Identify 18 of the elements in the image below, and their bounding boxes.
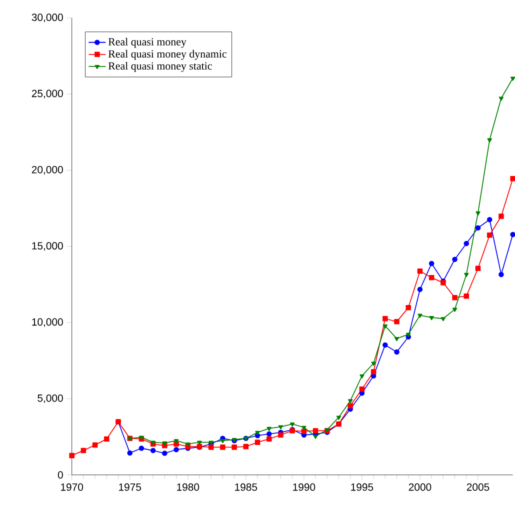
x-tick-label: 1995 bbox=[351, 484, 374, 491]
x-tick-label: 2005 bbox=[466, 484, 490, 491]
x-tick-label: 1975 bbox=[119, 484, 142, 491]
x-tick-label: 1970 bbox=[61, 484, 84, 491]
y-tick-label: 5,000 bbox=[38, 394, 63, 404]
y-tick-label: 15,000 bbox=[32, 242, 63, 251]
x-tick-label: 1985 bbox=[235, 484, 258, 491]
y-tick-label: 0 bbox=[58, 471, 63, 479]
legend-label: Real quasi money static bbox=[108, 62, 212, 72]
y-tick-label: 30,000 bbox=[32, 14, 63, 22]
x-tick-label: 2000 bbox=[408, 484, 432, 491]
y-tick-label: 20,000 bbox=[32, 166, 63, 175]
legend-label: Real quasi money dynamic bbox=[108, 50, 226, 60]
y-tick-label: 25,000 bbox=[32, 90, 63, 99]
x-tick-label: 1980 bbox=[177, 484, 200, 491]
legend-label: Real quasi money bbox=[108, 38, 186, 48]
x-tick-label: 1990 bbox=[293, 484, 316, 491]
y-tick-label: 10,000 bbox=[32, 318, 63, 327]
